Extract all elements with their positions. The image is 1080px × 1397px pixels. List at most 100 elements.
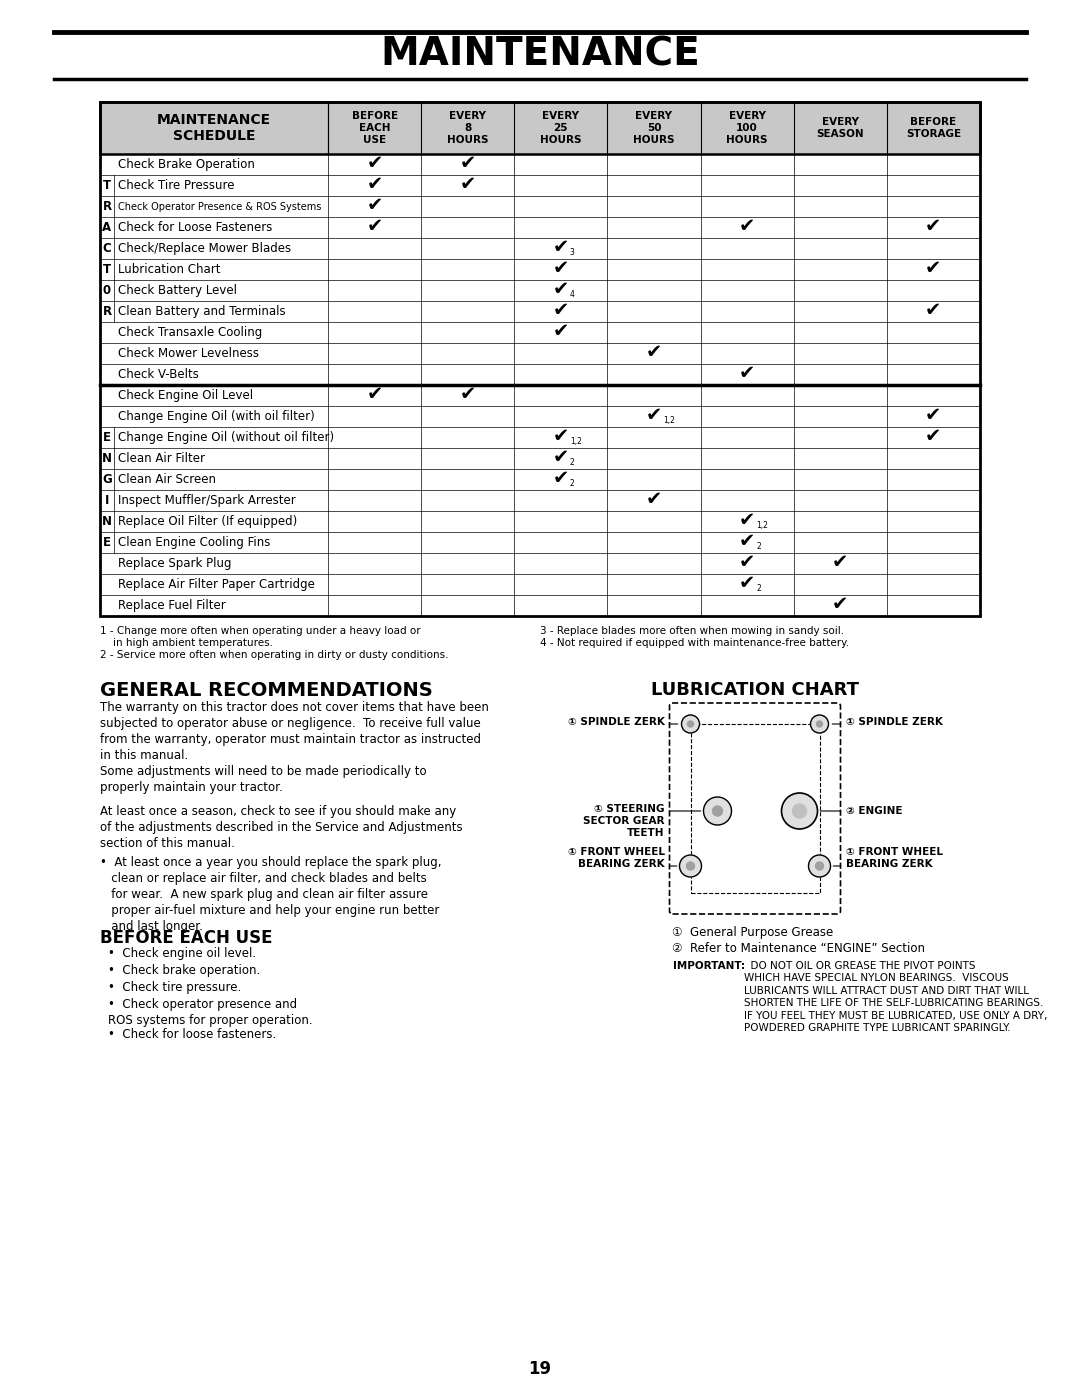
Text: Some adjustments will need to be made periodically to
properly maintain your tra: Some adjustments will need to be made pe… bbox=[100, 766, 427, 793]
Text: 3: 3 bbox=[570, 249, 575, 257]
Text: IMPORTANT:: IMPORTANT: bbox=[673, 961, 744, 971]
Text: Replace Air Filter Paper Cartridge: Replace Air Filter Paper Cartridge bbox=[118, 578, 315, 591]
Text: 1,2: 1,2 bbox=[570, 437, 582, 446]
Text: ✔: ✔ bbox=[553, 279, 569, 299]
Text: A: A bbox=[103, 221, 111, 235]
Bar bbox=[100, 258, 980, 279]
Text: in high ambient temperatures.: in high ambient temperatures. bbox=[100, 638, 273, 648]
Text: G: G bbox=[103, 474, 112, 486]
Bar bbox=[100, 532, 980, 553]
Text: Check Transaxle Cooling: Check Transaxle Cooling bbox=[118, 326, 262, 339]
Circle shape bbox=[703, 798, 731, 826]
Bar bbox=[100, 407, 980, 427]
Bar bbox=[100, 102, 980, 154]
Text: Check Tire Pressure: Check Tire Pressure bbox=[118, 179, 234, 191]
Text: ✔: ✔ bbox=[646, 407, 662, 425]
Text: ✔: ✔ bbox=[832, 595, 849, 615]
Text: MAINTENANCE
SCHEDULE: MAINTENANCE SCHEDULE bbox=[157, 113, 271, 142]
Text: ✔: ✔ bbox=[366, 175, 382, 194]
Text: ① STEERING
SECTOR GEAR
TEETH: ① STEERING SECTOR GEAR TEETH bbox=[583, 805, 664, 838]
Text: ✔: ✔ bbox=[459, 386, 476, 404]
Bar bbox=[100, 102, 980, 616]
Text: ✔: ✔ bbox=[926, 300, 942, 320]
Text: ✔: ✔ bbox=[459, 154, 476, 173]
Circle shape bbox=[688, 721, 693, 726]
Text: ✔: ✔ bbox=[926, 427, 942, 446]
Text: •  Check operator presence and
ROS systems for proper operation.: • Check operator presence and ROS system… bbox=[108, 997, 312, 1027]
Text: 1,2: 1,2 bbox=[756, 521, 768, 529]
Bar bbox=[100, 511, 980, 532]
Text: Clean Air Screen: Clean Air Screen bbox=[118, 474, 216, 486]
Text: ✔: ✔ bbox=[553, 237, 569, 257]
Text: C: C bbox=[103, 242, 111, 256]
Text: •  Check tire pressure.: • Check tire pressure. bbox=[108, 981, 241, 995]
Bar bbox=[100, 175, 980, 196]
Text: ②  Refer to Maintenance “ENGINE” Section: ② Refer to Maintenance “ENGINE” Section bbox=[673, 942, 926, 956]
Text: 4 - Not required if equipped with maintenance-free battery.: 4 - Not required if equipped with mainte… bbox=[540, 638, 849, 648]
Text: Clean Battery and Terminals: Clean Battery and Terminals bbox=[118, 305, 285, 319]
Text: Clean Engine Cooling Fins: Clean Engine Cooling Fins bbox=[118, 536, 270, 549]
Text: 2 - Service more often when operating in dirty or dusty conditions.: 2 - Service more often when operating in… bbox=[100, 650, 448, 659]
Text: ✔: ✔ bbox=[366, 217, 382, 236]
Text: BEFORE EACH USE: BEFORE EACH USE bbox=[100, 929, 272, 947]
Text: ✔: ✔ bbox=[553, 300, 569, 320]
Text: ✔: ✔ bbox=[926, 258, 942, 278]
Text: Lubrication Chart: Lubrication Chart bbox=[118, 263, 220, 277]
Text: 0: 0 bbox=[103, 284, 111, 298]
Text: ✔: ✔ bbox=[739, 217, 755, 236]
Circle shape bbox=[815, 862, 824, 870]
Text: ✔: ✔ bbox=[366, 386, 382, 404]
Text: ① FRONT WHEEL
BEARING ZERK: ① FRONT WHEEL BEARING ZERK bbox=[846, 847, 943, 869]
Text: •  Check for loose fasteners.: • Check for loose fasteners. bbox=[108, 1028, 276, 1041]
Bar bbox=[100, 300, 980, 321]
Text: •  At least once a year you should replace the spark plug,
   clean or replace a: • At least once a year you should replac… bbox=[100, 856, 442, 933]
Text: EVERY
25
HOURS: EVERY 25 HOURS bbox=[540, 112, 582, 145]
Text: EVERY
100
HOURS: EVERY 100 HOURS bbox=[727, 112, 768, 145]
Bar bbox=[100, 365, 980, 386]
Text: EVERY
50
HOURS: EVERY 50 HOURS bbox=[633, 112, 675, 145]
Text: Check for Loose Fasteners: Check for Loose Fasteners bbox=[118, 221, 272, 235]
Text: N: N bbox=[102, 453, 112, 465]
Text: ① FRONT WHEEL
BEARING ZERK: ① FRONT WHEEL BEARING ZERK bbox=[567, 847, 664, 869]
Text: ① SPINDLE ZERK: ① SPINDLE ZERK bbox=[846, 717, 943, 726]
Text: Check Engine Oil Level: Check Engine Oil Level bbox=[118, 388, 253, 402]
Text: I: I bbox=[105, 495, 109, 507]
Circle shape bbox=[713, 806, 723, 816]
Text: 3 - Replace blades more often when mowing in sandy soil.: 3 - Replace blades more often when mowin… bbox=[540, 626, 845, 636]
Bar bbox=[100, 344, 980, 365]
Circle shape bbox=[810, 715, 828, 733]
Text: E: E bbox=[103, 432, 111, 444]
Text: DO NOT OIL OR GREASE THE PIVOT POINTS
WHICH HAVE SPECIAL NYLON BEARINGS.  VISCOU: DO NOT OIL OR GREASE THE PIVOT POINTS WH… bbox=[744, 961, 1048, 1032]
Circle shape bbox=[816, 721, 823, 726]
Text: ✔: ✔ bbox=[832, 553, 849, 571]
Text: Change Engine Oil (without oil filter): Change Engine Oil (without oil filter) bbox=[118, 432, 334, 444]
Bar bbox=[100, 386, 980, 407]
Circle shape bbox=[793, 805, 807, 819]
Text: T: T bbox=[103, 179, 111, 191]
Text: Check Mower Levelness: Check Mower Levelness bbox=[118, 346, 259, 360]
Text: ✔: ✔ bbox=[646, 490, 662, 509]
Bar bbox=[100, 427, 980, 448]
Text: ✔: ✔ bbox=[739, 574, 755, 592]
Text: BEFORE
EACH
USE: BEFORE EACH USE bbox=[351, 112, 397, 145]
Text: Replace Spark Plug: Replace Spark Plug bbox=[118, 557, 231, 570]
Text: R: R bbox=[103, 305, 111, 319]
Text: GENERAL RECOMMENDATIONS: GENERAL RECOMMENDATIONS bbox=[100, 680, 433, 700]
Text: ✔: ✔ bbox=[366, 196, 382, 215]
Text: Check/Replace Mower Blades: Check/Replace Mower Blades bbox=[118, 242, 292, 256]
Bar bbox=[100, 154, 980, 175]
Text: ✔: ✔ bbox=[739, 553, 755, 571]
Bar bbox=[100, 553, 980, 574]
Text: EVERY
SEASON: EVERY SEASON bbox=[816, 117, 864, 138]
Text: ✔: ✔ bbox=[739, 365, 755, 383]
Text: T: T bbox=[103, 263, 111, 277]
Text: LUBRICATION CHART: LUBRICATION CHART bbox=[651, 680, 859, 698]
Circle shape bbox=[782, 793, 818, 828]
Text: 1 - Change more often when operating under a heavy load or: 1 - Change more often when operating und… bbox=[100, 626, 420, 636]
Text: The warranty on this tractor does not cover items that have been
subjected to op: The warranty on this tractor does not co… bbox=[100, 701, 489, 761]
Text: Clean Air Filter: Clean Air Filter bbox=[118, 453, 205, 465]
Circle shape bbox=[809, 855, 831, 877]
Text: 2: 2 bbox=[756, 584, 761, 592]
Text: N: N bbox=[102, 515, 112, 528]
Circle shape bbox=[681, 715, 700, 733]
